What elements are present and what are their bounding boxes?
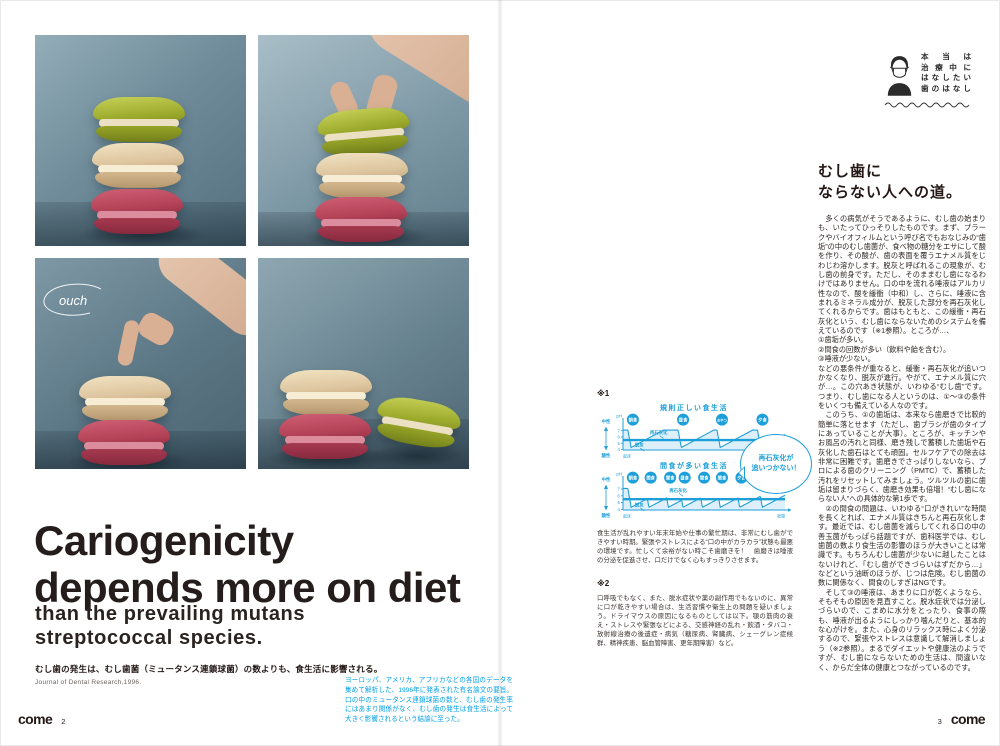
come-logo: come [950,711,986,727]
figure-ref-1: ※1 [597,389,610,398]
svg-text:7: 7 [617,487,620,492]
svg-text:夕食: 夕食 [758,416,767,423]
svg-text:再石灰化: 再石灰化 [669,487,687,494]
svg-text:昼食: 昼食 [680,474,689,481]
svg-text:間食: 間食 [718,474,727,481]
svg-text:6: 6 [617,435,620,440]
chart2-title: 間食が多い食生活 [660,463,728,470]
figure-note-1: 食生活が乱れやすい年末年始や仕事の繁忙期は、非常にむし歯ができやすい時期。緊張や… [597,530,793,564]
headline-english: Cariogenicity depends more on diet [34,517,461,611]
macaron-green [93,97,185,142]
photo-hand-touching-macaron: ouch [35,258,246,469]
svg-text:5: 5 [617,500,620,505]
svg-text:間食: 間食 [646,474,655,481]
svg-text:間食: 間食 [666,474,675,481]
svg-text:6: 6 [617,493,620,498]
center-fold [497,0,503,746]
folded-fingers [134,309,178,349]
shadow [366,444,466,468]
headline-jp-line2: ならない人への道。 [818,184,963,201]
svg-text:脱灰: 脱灰 [635,442,644,449]
svg-text:4: 4 [617,447,620,452]
sidenote-cyan: ヨーロッパ、アメリカ、アフリカなどの各国のデータを集めて解析した、1996年に発… [345,677,513,724]
macaron-cream [316,153,408,198]
headline-jp-line1: むし歯に [818,163,883,180]
stamp-row: 歯のはなし [921,83,971,93]
svg-text:昼食: 昼食 [679,416,688,423]
stamp-row: 治療中に [921,62,971,72]
macaron-cream [79,376,171,421]
svg-text:7: 7 [617,428,620,433]
svg-text:起床: 起床 [623,513,631,519]
body-paragraph: 多くの病気がそうであるように、むし歯の始まりも、いたってひっそりしたものです。ま… [818,214,986,336]
subhead-english: than the prevailing mutans streptococcal… [35,602,305,650]
headline-line2: depends more on diet [34,564,461,611]
page-number-left: 2 [61,717,66,726]
figure-ref-2: ※2 [597,579,610,588]
stamp-title: 本当は治療中にはなしたい歯のはなし [921,52,971,94]
speech-bubble-tail [731,466,745,480]
svg-text:起床: 起床 [623,453,631,459]
macaron-red [78,420,170,465]
stamp-row: 本当は [921,52,971,61]
svg-text:酸性: 酸性 [602,452,611,459]
come-logo: come [18,711,53,727]
figure-note-2: 口呼吸でもなく、また、脱水症状や薬の副作用でもないのに、異常に口が乾きやすい場合… [597,595,793,647]
svg-text:酸性: 酸性 [602,512,611,519]
macaron-cream [280,370,372,415]
ouch-handwriting: ouch [37,280,111,327]
page-number-right: 3 [937,717,942,726]
svg-text:pH: pH [616,472,622,477]
subhead-line1: than the prevailing mutans [35,603,306,625]
svg-text:中性: 中性 [602,418,611,425]
svg-text:脱灰: 脱灰 [635,501,644,508]
svg-text:4: 4 [617,507,620,512]
chart1-title: 規則正しい食生活 [660,405,728,412]
body-paragraph: このうち、①の歯垢は、本来なら歯磨きで比較的簡単に落とせます（ただし、歯ブラシが… [818,410,986,504]
macaron-red [91,189,183,234]
macaron-cream [92,143,184,188]
ouch-label: ouch [59,293,87,308]
body-paragraph: ③唾液が少ない。 [818,354,875,364]
index-finger [116,318,141,368]
svg-text:朝食: 朝食 [629,474,638,481]
headline-line1: Cariogenicity [34,517,294,564]
macaron-red [279,414,371,459]
caption-japanese: むし歯の発生は、むし歯菌（ミュータンス連鎖球菌）の数よりも、食生活に影響される。 [35,664,383,674]
speech-bubble: 再石灰化が 追いつかない！ [738,434,812,494]
subhead-line2: streptococcal species. [35,627,263,649]
svg-text:間食: 間食 [700,474,709,481]
body-paragraph: そして③の唾液は、あまりに口が乾くようなら、そもそもの原因を見直すこと。脱水症状… [818,587,986,672]
macaron-green [316,105,412,158]
headline-japanese: むし歯に ならない人への道。 [818,161,962,203]
caption-source: Journal of Dental Research,1996. [35,679,142,686]
svg-text:pH: pH [616,414,622,419]
footer-left: come 2 [18,711,65,727]
body-paragraph: ②の間食の問題は、いわゆる“口がきれい”な時間を長くとれば、エナメル質はきちんと… [818,503,986,588]
macaron-red [315,197,407,242]
svg-text:中性: 中性 [602,476,611,483]
dentist-icon [886,54,913,101]
footer-right: 3 come [937,711,986,727]
bubble-text: 再石灰化が 追いつかない！ [751,455,801,472]
svg-text:朝食: 朝食 [629,416,638,423]
svg-text:おやつ: おやつ [717,417,728,422]
wavy-divider [884,96,972,114]
svg-text:就寝: 就寝 [777,513,785,519]
body-paragraph: ②間食の回数が多い（飲料や飴を含む）。 [818,344,951,354]
body-column: 多くの病気がそうであるように、むし歯の始まりも、いたってひっそりしたものです。ま… [818,214,986,708]
body-paragraph: などの悪条件が重なると、緩衝・再石灰化が追いつかなくなり、脱灰が進行。やがて、エ… [818,363,986,410]
photo-macaron-fallen [258,258,469,469]
stamp-row: はなしたい [921,73,971,82]
photo-macaron-stack-three [35,35,246,246]
photo-hand-lifting-macaron [258,35,469,246]
body-paragraph: ①歯垢が多い。 [818,335,868,345]
svg-text:5: 5 [617,441,620,446]
svg-text:再石灰化: 再石灰化 [650,429,668,436]
